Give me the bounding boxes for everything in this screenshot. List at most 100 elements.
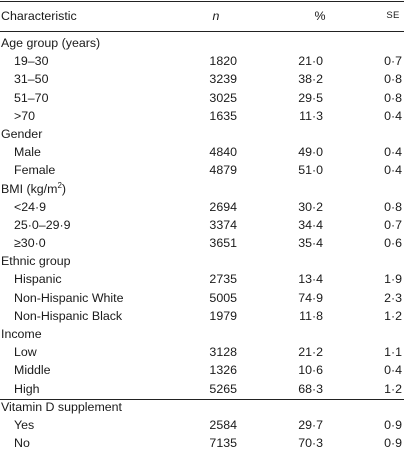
- row-percent-value: 34·4: [298, 217, 323, 232]
- row-label: High: [14, 381, 40, 396]
- row-label: 19–30: [14, 54, 49, 69]
- table-row: Female 4879 51·0 0·4: [0, 161, 404, 179]
- row-se-value: 0·4: [384, 163, 402, 178]
- group-heading: Age group (years): [1, 34, 100, 52]
- row-percent-value: 35·4: [298, 236, 323, 251]
- table-top-rule: [0, 1, 404, 2]
- row-se-value: 0·8: [384, 199, 402, 214]
- row-percent-value: 11·8: [299, 308, 323, 323]
- table-row: <24·9 2694 30·2 0·8: [0, 198, 404, 216]
- row-se-value: 0·8: [384, 90, 402, 105]
- row-n-value: 3374: [209, 217, 237, 232]
- group-heading-text: Income: [1, 327, 42, 341]
- row-percent-value: 49·0: [298, 145, 323, 160]
- row-n-value: 5265: [209, 381, 237, 396]
- row-label: 31–50: [14, 72, 49, 87]
- group-heading: Income: [1, 325, 42, 343]
- row-percent-value: 38·2: [298, 72, 323, 87]
- group-heading-superscript: 2: [57, 180, 62, 190]
- group-heading-row: Income: [0, 325, 404, 343]
- group-heading-suffix: ): [61, 181, 67, 196]
- table-row: Middle 1326 10·6 0·4: [0, 361, 404, 379]
- row-se-value: 1·2: [384, 381, 402, 396]
- row-n-value: 2584: [209, 417, 237, 432]
- row-label: <24·9: [14, 199, 47, 214]
- row-label: 25·0–29·9: [14, 217, 71, 232]
- row-percent-value: 51·0: [298, 163, 323, 178]
- row-se-value: 1·2: [384, 308, 402, 323]
- group-heading-text: BMI (kg/m: [1, 181, 58, 196]
- row-n-value: 2694: [209, 199, 237, 214]
- group-heading-row: BMI (kg/m2): [0, 180, 404, 198]
- row-label: No: [14, 436, 30, 451]
- row-se-value: 1·9: [384, 272, 402, 287]
- table-row: High 5265 68·3 1·2: [0, 380, 404, 398]
- table-row: 19–30 1820 21·0 0·7: [0, 52, 404, 70]
- row-n-value: 1326: [209, 363, 237, 378]
- row-se-value: 0·4: [384, 145, 402, 160]
- row-percent-value: 11·3: [299, 108, 323, 123]
- row-percent-value: 10·6: [298, 363, 323, 378]
- table-row: 51–70 3025 29·5 0·8: [0, 89, 404, 107]
- group-heading: Ethnic group: [1, 252, 71, 270]
- group-heading-text: Ethnic group: [1, 254, 71, 269]
- row-n-value: 4879: [209, 163, 237, 178]
- row-percent-value: 21·2: [298, 345, 323, 360]
- row-percent-value: 30·2: [298, 199, 323, 214]
- row-n-value: 1820: [209, 54, 237, 69]
- table-row: Non-Hispanic White 5005 74·9 2·3: [0, 289, 404, 307]
- group-heading-text: Gender: [1, 126, 43, 141]
- header-characteristic: Characteristic: [1, 9, 77, 23]
- table-row: Low 3128 21·2 1·1: [0, 343, 404, 361]
- row-se-value: 0·6: [384, 236, 402, 251]
- row-se-value: 0·9: [384, 417, 402, 432]
- header-se: SE: [386, 10, 400, 21]
- row-n-value: 7135: [209, 436, 237, 451]
- table-row: ≥30·0 3651 35·4 0·6: [0, 234, 404, 252]
- row-percent-value: 68·3: [298, 381, 323, 396]
- table-row: Male 4840 49·0 0·4: [0, 143, 404, 161]
- table-body: Age group (years) 19–30 1820 21·0 0·7 31–50 32…: [0, 34, 404, 452]
- row-percent-value: 13·4: [298, 272, 323, 287]
- group-heading-text: Age group (years): [1, 36, 101, 50]
- row-percent-value: 74·9: [298, 290, 323, 305]
- row-se-value: 0·7: [384, 54, 402, 69]
- row-label: Hispanic: [14, 272, 62, 287]
- table-row: Non-Hispanic Black 1979 11·8 1·2: [0, 307, 404, 325]
- row-label: Low: [14, 345, 37, 360]
- row-se-value: 0·7: [384, 217, 402, 232]
- row-percent-value: 29·7: [298, 417, 323, 432]
- row-n-value: 5005: [209, 290, 237, 305]
- row-percent-value: 21·0: [298, 54, 323, 69]
- row-label: ≥30·0: [14, 236, 46, 251]
- header-percent: %: [314, 9, 326, 23]
- row-n-value: 3651: [209, 236, 237, 251]
- table-row: No 7135 70·3 0·9: [0, 434, 404, 452]
- row-se-value: 2·3: [384, 290, 402, 305]
- header-rule: [0, 31, 404, 32]
- row-n-value: 2735: [209, 272, 237, 287]
- table-row: Yes 2584 29·7 0·9: [0, 416, 404, 434]
- group-heading-row: Gender: [0, 125, 404, 143]
- row-label: Non-Hispanic Black: [14, 308, 123, 323]
- group-heading-row: Vitamin D supplement: [0, 398, 404, 416]
- row-n-value: 3128: [209, 345, 237, 360]
- row-se-value: 0·4: [384, 108, 402, 123]
- row-n-value: 1979: [209, 308, 237, 323]
- table-bottom-rule: [0, 399, 404, 400]
- group-heading-row: Ethnic group: [0, 252, 404, 270]
- row-se-value: 1·1: [384, 345, 402, 360]
- row-label: >70: [14, 108, 36, 123]
- row-label: Male: [14, 145, 41, 160]
- group-heading: BMI (kg/m2): [1, 180, 66, 198]
- row-se-value: 0·9: [384, 436, 402, 451]
- row-percent-value: 29·5: [298, 90, 323, 105]
- row-n-value: 4840: [209, 145, 237, 160]
- row-percent-value: 70·3: [298, 436, 323, 451]
- table-row: 25·0–29·9 3374 34·4 0·7: [0, 216, 404, 234]
- table-row: >70 1635 11·3 0·4: [0, 107, 404, 125]
- row-label: Non-Hispanic White: [14, 290, 124, 305]
- header-n: n: [212, 9, 220, 23]
- row-label: Middle: [14, 363, 51, 378]
